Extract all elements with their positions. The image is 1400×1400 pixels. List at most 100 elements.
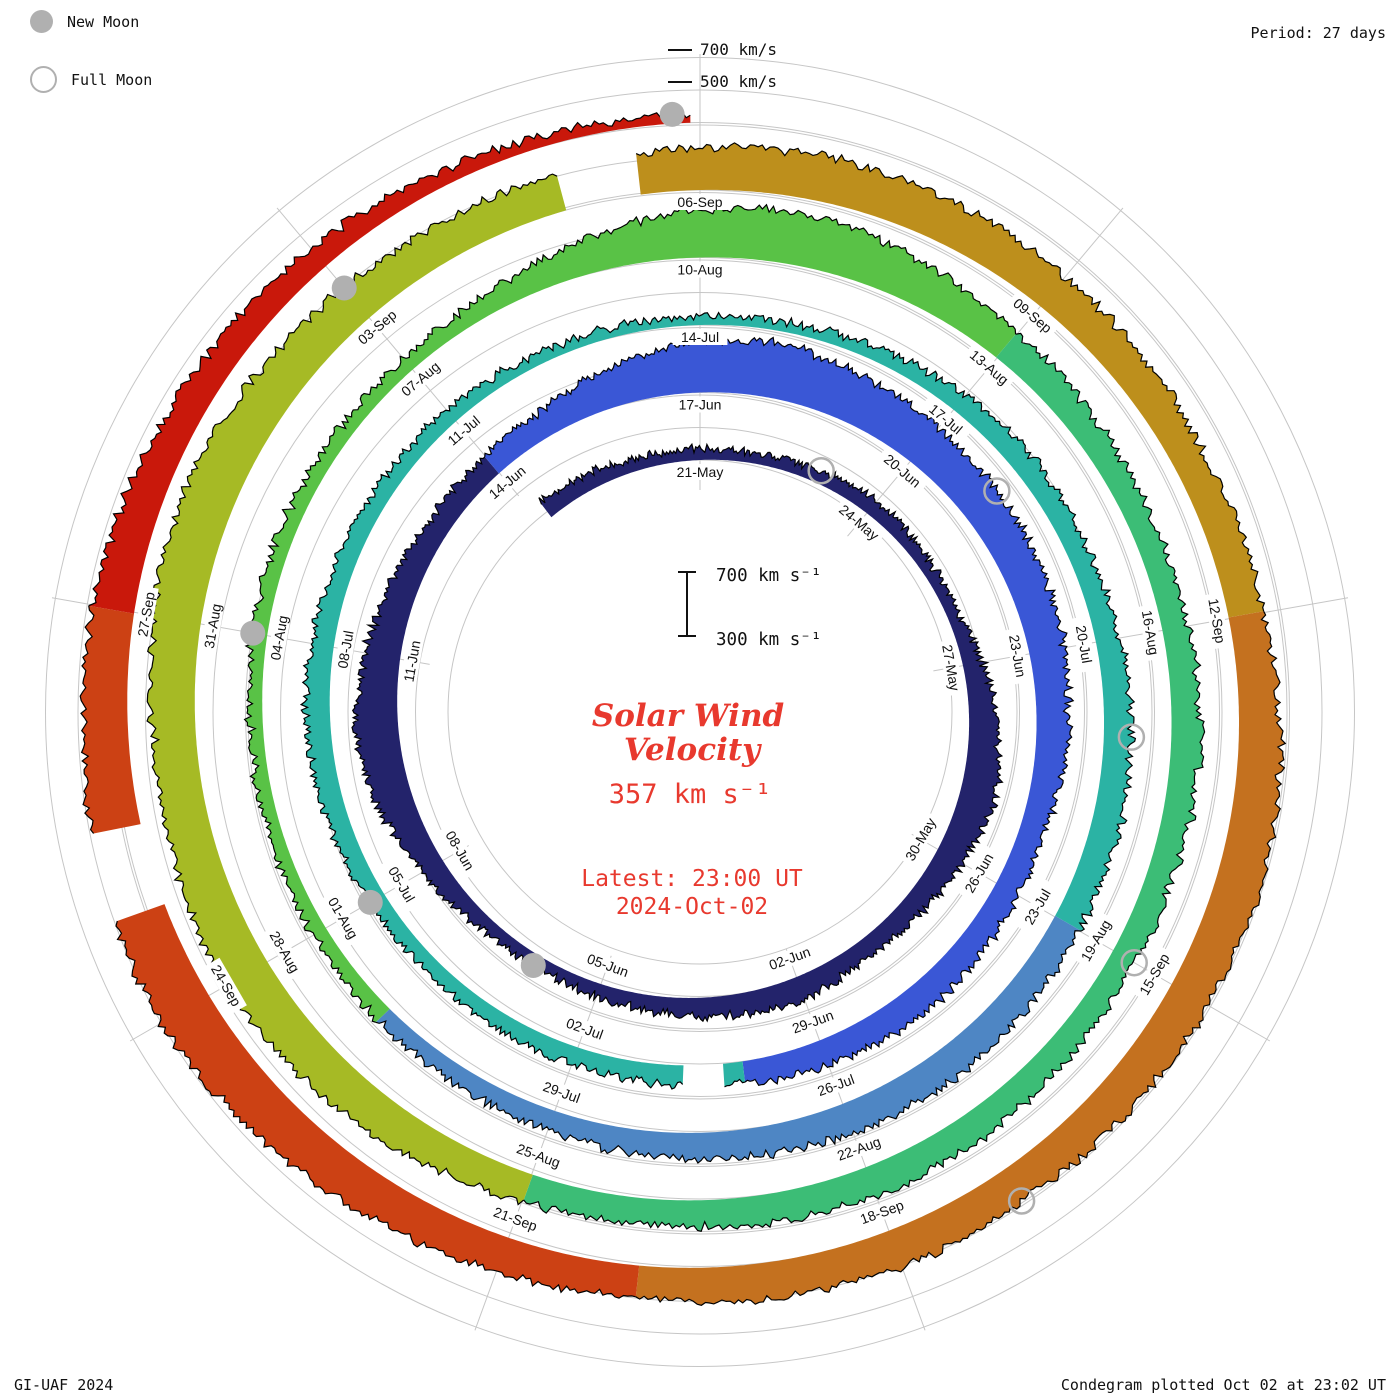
new-moon-marker [357, 889, 383, 915]
date-label-box [533, 1075, 591, 1110]
date-label-box [672, 261, 728, 278]
date-label-box [876, 446, 929, 495]
date-label-box [1016, 878, 1058, 935]
date-label-box [394, 354, 447, 403]
date-label-box [958, 845, 1000, 901]
date-label-text: 14-Jul [681, 329, 719, 345]
legend-new-moon-label: New Moon [67, 12, 140, 31]
velocity-trace-outline [484, 335, 1075, 1086]
date-label-box [672, 329, 728, 345]
date-label-box [807, 1068, 865, 1102]
date-label: 02-Jun [761, 941, 819, 976]
date-label-text: 08-Jul [334, 629, 356, 669]
date-label-text: 23-Jun [1006, 634, 1029, 679]
date-label: 29-Jun [784, 1004, 842, 1039]
current-velocity-value: 357 km s⁻¹ [609, 779, 772, 810]
date-label-box [899, 811, 942, 868]
date-label-text: 16-Aug [1139, 609, 1163, 656]
date-label-box [963, 343, 1016, 391]
radial-axis-annotation: 700 km/s 500 km/s [668, 40, 777, 91]
date-label-text: 23-Jul [1021, 886, 1054, 927]
date-label: 04-Aug [266, 609, 292, 667]
date-label-box [199, 597, 226, 655]
date-label-box [556, 1011, 614, 1046]
date-label-text: 17-Jun [679, 397, 722, 413]
velocity-fill-segment [484, 336, 1074, 1086]
date-label-box [486, 1202, 544, 1236]
date-label-text: 04-Aug [267, 614, 291, 661]
date-label: 10-Aug [672, 261, 728, 278]
velocity-trace-outline [115, 920, 636, 1299]
date-label-text: 29-Jul [541, 1078, 582, 1106]
full-moon-marker [1117, 723, 1146, 751]
date-label-text: 21-May [677, 464, 724, 480]
velocity-trace-outline [79, 605, 95, 834]
date-label: 06-Sep [672, 194, 728, 210]
date-label-text: 26-Jul [815, 1071, 856, 1099]
date-label: 26-Jul [807, 1068, 865, 1102]
date-label-box [1071, 615, 1097, 673]
date-label: 21-May [672, 464, 728, 480]
velocity-scale-bar [678, 571, 696, 637]
date-label-box [350, 303, 404, 351]
date-label: 27-Sep [133, 585, 159, 643]
scale-bottom-label: 300 km s⁻¹ [716, 630, 821, 650]
velocity-spiral-trace [79, 110, 1287, 1306]
velocity-trace-outline [635, 142, 1266, 612]
date-label-box [672, 396, 728, 413]
velocity-trace-outline [299, 311, 1137, 1090]
velocity-trace-outline [88, 110, 691, 607]
date-label-text: 06-Sep [677, 194, 722, 210]
date-label: 20-Jul [1071, 615, 1097, 673]
date-label-box [1075, 912, 1117, 969]
legend-full-moon-label: Full Moon [71, 70, 153, 89]
date-label-box [761, 941, 819, 976]
velocity-trace-outline [351, 442, 1004, 1023]
velocity-trace-outline [724, 1078, 746, 1088]
velocity-fill-segment [147, 174, 567, 1205]
date-label-box [133, 585, 159, 643]
date-label-text: 21-Sep [492, 1204, 540, 1235]
legend-full-moon: Full Moon [30, 66, 152, 93]
new-moon-marker [520, 952, 546, 978]
velocity-fill-segment [244, 203, 1016, 1023]
date-label-text: 30-May [902, 815, 939, 863]
velocity-fill-segment [375, 915, 1082, 1163]
date-label: 31-Aug [199, 597, 226, 655]
chart-title-line1: Solar Wind [592, 698, 784, 734]
date-label-text: 20-Jul [1073, 624, 1095, 664]
date-label-box [1133, 946, 1175, 1002]
date-label-box [332, 621, 359, 678]
velocity-fill-segment [116, 904, 640, 1299]
date-label-box [784, 1004, 842, 1039]
date-label-box [264, 924, 306, 980]
axis-label-700: 700 km/s [700, 40, 777, 59]
velocity-fill-segment [723, 1061, 745, 1087]
date-label-box [480, 458, 534, 506]
legend-new-moon: New Moon [30, 10, 139, 33]
velocity-trace-outline [375, 930, 1082, 1164]
velocity-fill-segment [88, 111, 691, 614]
date-label-text: 12-Sep [1205, 597, 1229, 644]
velocity-trace-outline [243, 202, 1017, 1023]
radial-spoke [933, 597, 1349, 672]
date-label-box [1006, 291, 1059, 340]
full-moon-marker [983, 477, 1011, 505]
date-label: 14-Jul [672, 329, 728, 345]
date-label-text: 05-Jul [385, 864, 418, 905]
date-label: 08-Jul [332, 621, 359, 678]
new-moon-marker [331, 275, 357, 301]
date-label-box [1204, 592, 1230, 650]
date-label-text: 25-Aug [515, 1140, 563, 1170]
axis-label-500: 500 km/s [700, 72, 777, 91]
velocity-trace-outline [523, 332, 1206, 1232]
date-label-box [381, 856, 423, 913]
date-label: 12-Sep [1204, 592, 1230, 650]
moon-phase-markers [240, 101, 1148, 1215]
date-label-box [510, 1138, 568, 1173]
date-label-box [439, 822, 481, 879]
date-label-box [266, 609, 292, 667]
plotted-timestamp: Condegram plotted Oct 02 at 23:02 UT [1060, 1376, 1386, 1394]
